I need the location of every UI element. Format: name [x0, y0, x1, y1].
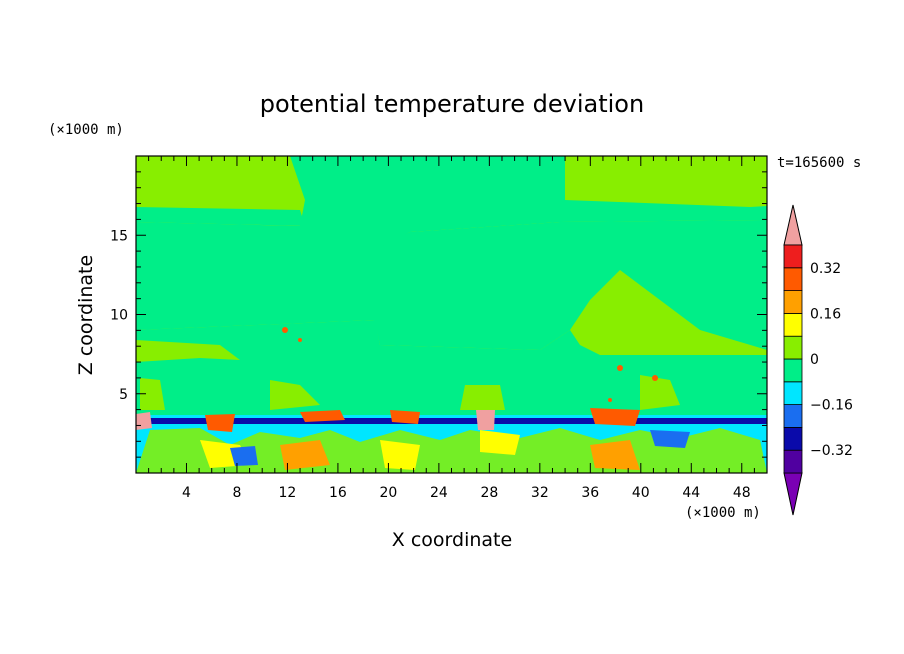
x-tick-label: 20 — [379, 485, 397, 501]
colorbar-label: 0 — [810, 352, 819, 368]
small-warm-dot-4 — [652, 375, 658, 381]
warm-cell-5 — [480, 430, 520, 455]
x-unit-label: (×1000 m) — [685, 505, 761, 521]
x-tick-label: 8 — [232, 485, 241, 501]
small-warm-dot-3 — [617, 365, 623, 371]
x-tick-label: 36 — [581, 485, 599, 501]
colorbar-label: 0.16 — [810, 306, 841, 322]
y-axis-label: Z coordinate — [75, 255, 97, 375]
warm-patch-5 — [460, 385, 505, 410]
warm-patch-3 — [640, 375, 680, 410]
x-axis: 4 8 12 16 20 24 28 32 36 40 44 48 — [135, 156, 768, 501]
x-tick-label: 48 — [733, 485, 751, 501]
hot-spot-5 — [590, 408, 640, 426]
colorbar-swatch — [783, 358, 803, 383]
neutral-region-mid — [136, 320, 767, 395]
colorbar-swatch — [783, 404, 803, 428]
hot-spot-6 — [205, 414, 235, 432]
colorbar-swatch — [783, 312, 803, 337]
hot-spot-4 — [476, 410, 495, 430]
warm-patch-4 — [140, 378, 165, 410]
colorbar-bottom-arrow — [783, 472, 803, 516]
small-warm-dot-5 — [608, 398, 612, 402]
x-tick-label: 44 — [682, 485, 700, 501]
chart-title: potential temperature deviation — [260, 90, 644, 118]
colorbar-label: −0.16 — [810, 398, 853, 414]
colorbar-swatch — [783, 290, 803, 314]
colorbar-swatch — [783, 426, 803, 451]
y-tick-label: 15 — [110, 228, 128, 244]
warm-cell-3 — [380, 440, 420, 470]
warm-patch-2 — [270, 380, 320, 410]
x-tick-label: 40 — [632, 485, 650, 501]
colorbar-swatch — [783, 449, 803, 474]
hot-spot-3 — [390, 410, 420, 424]
hot-spot-2 — [300, 410, 345, 422]
colorbar-swatch — [783, 381, 803, 405]
y-unit-label: (×1000 m) — [48, 122, 124, 138]
colorbar-swatch — [783, 335, 803, 360]
y-axis: 5 10 15 — [110, 155, 767, 474]
small-warm-dot-2 — [298, 338, 302, 342]
x-tick-label: 24 — [430, 485, 448, 501]
small-warm-dot-1 — [282, 327, 288, 333]
warm-cell-2 — [280, 440, 330, 470]
x-tick-label: 32 — [531, 485, 549, 501]
time-label: t=165600 s — [777, 155, 861, 171]
x-axis-label: X coordinate — [392, 529, 512, 551]
x-tick-label: 4 — [182, 485, 191, 501]
y-tick-label: 5 — [119, 387, 128, 403]
neutral-band-17km — [136, 207, 305, 226]
heatmap-field — [136, 156, 767, 473]
warm-patch-1 — [136, 340, 240, 362]
colorbar-swatch — [783, 244, 803, 269]
y-tick-label: 10 — [110, 308, 128, 324]
x-tick-label: 16 — [329, 485, 347, 501]
colorbar-swatch — [783, 267, 803, 291]
x-tick-label: 12 — [279, 485, 297, 501]
cool-cell-1 — [230, 446, 258, 466]
neutral-region-center — [370, 220, 767, 350]
hot-spot-1 — [136, 412, 152, 430]
warm-cell-4 — [590, 440, 640, 470]
colorbar-top-arrow — [783, 204, 803, 246]
colorbar-label: 0.32 — [810, 261, 841, 277]
colorbar: 0.32 0.16 0 −0.16 −0.32 — [783, 204, 853, 516]
neutral-region-upper — [136, 156, 767, 330]
colorbar-label: −0.32 — [810, 443, 853, 459]
cool-cell-2 — [650, 430, 690, 448]
x-tick-label: 28 — [480, 485, 498, 501]
